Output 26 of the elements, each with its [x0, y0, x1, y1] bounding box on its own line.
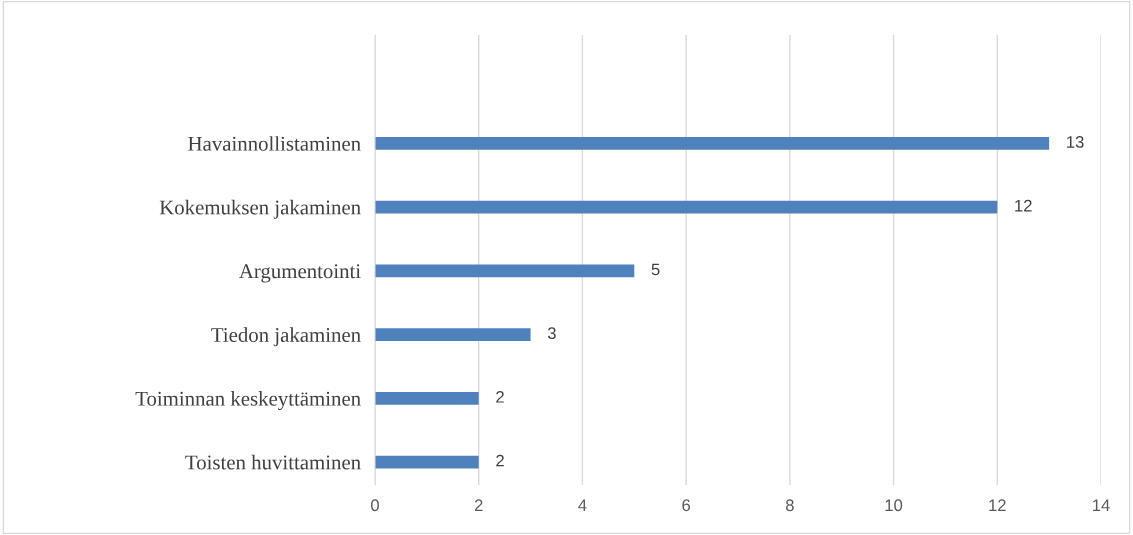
x-tick-label: 2 [474, 499, 483, 511]
bar [375, 455, 479, 469]
bar [375, 200, 998, 214]
y-tick-label: Toiminnan keskeyttäminen [135, 391, 361, 411]
x-tick-label: 10 [885, 499, 903, 512]
data-label: 12 [1015, 199, 1032, 212]
x-tick-label: 14 [1093, 499, 1110, 511]
bar [375, 328, 531, 341]
x-tick-label: 8 [785, 499, 794, 512]
bar [375, 136, 1050, 150]
x-tick-label: 12 [989, 499, 1006, 511]
bar [375, 264, 635, 278]
data-label: 3 [547, 327, 556, 340]
data-label: 5 [651, 263, 660, 276]
data-label: 2 [496, 454, 504, 467]
x-tick-label: 6 [682, 499, 691, 512]
y-tick-label: Kokemuksen jakaminen [159, 199, 361, 219]
data-label: 13 [1067, 136, 1084, 148]
y-tick-label: Havainnollistaminen [188, 136, 361, 151]
y-tick-label: Tiedon jakaminen [211, 327, 361, 347]
bar [375, 391, 479, 405]
x-tick-label: 4 [578, 499, 587, 511]
y-tick-label: Argumentointi [239, 264, 361, 283]
y-tick-label: Toisten huvittaminen [185, 454, 361, 470]
data-label: 2 [496, 390, 504, 403]
x-tick-label: 0 [371, 499, 379, 512]
